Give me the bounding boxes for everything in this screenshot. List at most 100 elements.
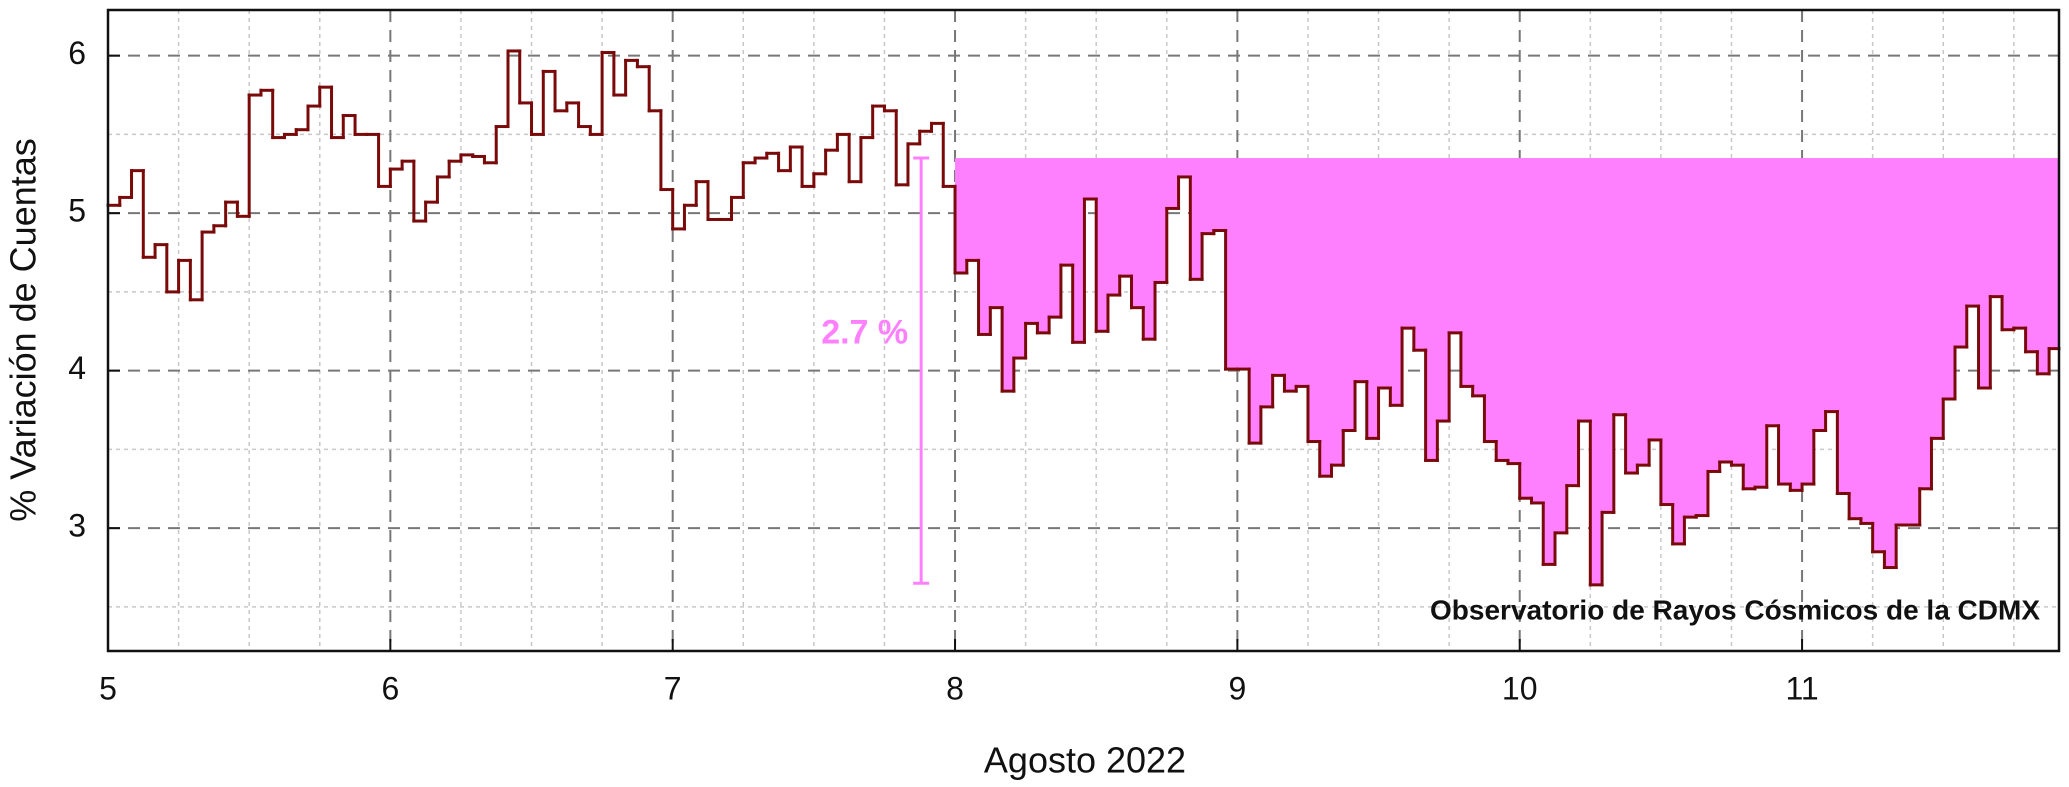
fill-segment (1037, 158, 1050, 333)
x-tick-label: 7 (664, 670, 682, 706)
fill-segment (1696, 158, 1709, 516)
fill-segment (1790, 158, 1803, 491)
fill-segment (1896, 158, 1909, 526)
fill-segment (1355, 158, 1368, 382)
fill-segment (1602, 158, 1615, 513)
fill-segment (1849, 158, 1862, 519)
x-tick-label: 10 (1502, 670, 1538, 706)
fill-segment (1049, 158, 1062, 318)
fill-segment (1531, 158, 1544, 503)
fill-segment (1907, 158, 1921, 526)
fill-segment (1649, 158, 1662, 440)
x-tick-label: 6 (381, 670, 399, 706)
fill-segment (1202, 158, 1215, 234)
fill-segment (1143, 158, 1156, 340)
y-tick-label: 5 (68, 193, 86, 229)
fill-segment (1707, 158, 1721, 472)
fill-segment (1566, 158, 1580, 486)
fill-segment (1590, 158, 1603, 585)
fill-segment (1472, 158, 1485, 396)
fill-segment (1778, 158, 1791, 485)
fill-segment (966, 158, 980, 261)
annotations: 2.7 % Observatorio de Rayos Cósmicos de l… (821, 156, 2040, 625)
fill-segment (1813, 158, 1827, 431)
fill-segment (1637, 158, 1650, 466)
fill-segment (1072, 158, 1085, 343)
y-axis-label: % Variación de Cuentas (3, 138, 44, 522)
fill-segment (1096, 158, 1109, 332)
fill-segment (1613, 158, 1627, 415)
fill-segment (1437, 158, 1450, 422)
fill-segment (1249, 158, 1262, 444)
fill-segment (1319, 158, 1332, 477)
fill-segment (1543, 158, 1556, 565)
fill-segment (1943, 158, 1956, 400)
fill-area (955, 158, 2060, 585)
fill-segment (1578, 158, 1591, 422)
fill-segment (1449, 158, 1462, 333)
fill-segment (1460, 158, 1474, 387)
fill-segment (1390, 158, 1403, 406)
fill-segment (1966, 158, 1980, 307)
fill-segment (1555, 158, 1568, 533)
x-axis-label: Agosto 2022 (984, 740, 1186, 781)
fill-segment (1155, 158, 1168, 283)
fill-segment (2002, 158, 2015, 330)
fill-segment (1084, 158, 1097, 199)
fill-segment (1002, 158, 1015, 392)
fill-segment (1496, 158, 1509, 461)
error-label: 2.7 % (821, 314, 908, 352)
fill-segment (1331, 158, 1344, 466)
x-tick-label: 8 (946, 670, 964, 706)
fill-segment (1684, 158, 1697, 518)
fill-segment (1719, 158, 1732, 463)
fill-segment (1802, 158, 1815, 485)
x-tick-label: 5 (99, 670, 117, 706)
fill-segment (1107, 158, 1121, 296)
fill-segment (1260, 158, 1274, 407)
fill-segment (1178, 158, 1191, 177)
fill-segment (2037, 158, 2050, 374)
annotation: Observatorio de Rayos Cósmicos de la CDM… (1430, 594, 2040, 625)
fill-segment (1025, 158, 1038, 324)
fill-segment (2025, 158, 2038, 352)
fill-segment (1296, 158, 1309, 387)
fill-segment (1931, 158, 1944, 439)
y-tick-label: 4 (68, 350, 86, 386)
fill-segment (1660, 158, 1674, 505)
fill-segment (1955, 158, 1968, 348)
fill-segment (1272, 158, 1285, 376)
fill-segment (1978, 158, 1991, 388)
fill-segment (1837, 158, 1850, 494)
fill-segment (1378, 158, 1391, 388)
fill-segment (1060, 158, 1074, 266)
fill-segment (1860, 158, 1874, 524)
fill-segment (1213, 158, 1227, 231)
fill-segment (1919, 158, 1932, 489)
fill-segment (2049, 158, 2060, 349)
fill-segment (1366, 158, 1380, 439)
fill-segment (1825, 158, 1838, 412)
fill-segment (1343, 158, 1356, 431)
fill-segment (1625, 158, 1638, 474)
fill-segment (1766, 158, 1780, 426)
fill-segment (1519, 158, 1532, 499)
fill-segment (1425, 158, 1438, 461)
fill-segment (1284, 158, 1297, 392)
fill-segment (1731, 158, 1744, 466)
fill-segment (978, 158, 991, 335)
fill-segment (1190, 158, 1203, 280)
fill-segment (1225, 158, 1238, 370)
y-tick-label: 3 (68, 508, 86, 544)
fill-segment (1990, 158, 2003, 297)
fill-segment (1131, 158, 1144, 308)
y-tick-label: 6 (68, 35, 86, 71)
fill-segment (1166, 158, 1180, 209)
fill-segment (1672, 158, 1685, 544)
fill-segment (1884, 158, 1897, 568)
fill-segment (1307, 158, 1321, 442)
fill-segment (990, 158, 1003, 308)
fill-segment (2013, 158, 2027, 329)
fill-segment (1484, 158, 1497, 442)
